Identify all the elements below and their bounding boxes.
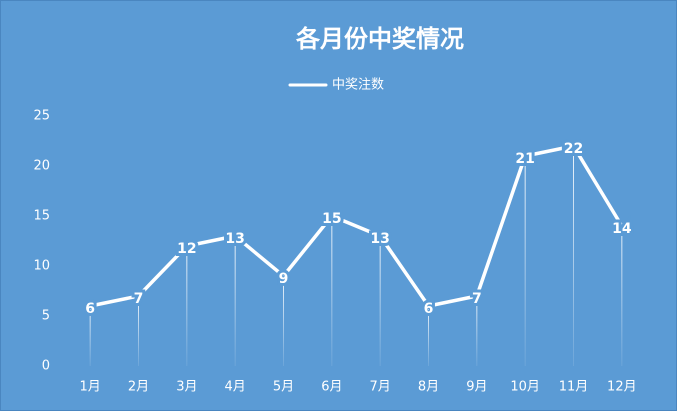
x-tick-label: 2月	[128, 380, 149, 395]
drop-line	[573, 146, 574, 366]
y-tick-label: 15	[33, 209, 50, 224]
data-label: 9	[279, 271, 289, 287]
data-label: 12	[177, 241, 196, 257]
drop-line	[428, 306, 429, 366]
drop-line	[234, 236, 236, 366]
x-tick-label: 9月	[466, 380, 487, 395]
x-tick-label: 4月	[225, 380, 246, 395]
legend-label: 中奖注数	[332, 78, 384, 93]
chart-title: 各月份中奖情况	[295, 25, 464, 53]
data-label: 7	[472, 291, 482, 307]
x-tick-label: 7月	[370, 380, 391, 395]
drop-line	[476, 296, 478, 366]
data-label: 14	[612, 221, 632, 237]
drop-line	[186, 246, 188, 366]
y-tick-label: 10	[33, 259, 50, 274]
x-tick-label: 8月	[418, 380, 439, 395]
data-label: 21	[515, 151, 534, 167]
drop-line	[283, 276, 284, 366]
drop-line	[524, 156, 526, 366]
y-tick-label: 5	[42, 309, 50, 324]
y-tick-label: 0	[42, 359, 50, 374]
x-tick-label: 1月	[80, 380, 101, 395]
data-label: 22	[564, 141, 583, 157]
data-label: 6	[85, 301, 95, 317]
data-label: 15	[322, 211, 341, 227]
drop-line	[331, 216, 333, 366]
y-tick-label: 25	[33, 109, 50, 124]
x-tick-label: 6月	[321, 380, 342, 395]
x-tick-label: 12月	[607, 380, 637, 395]
x-tick-label: 10月	[510, 380, 540, 395]
x-tick-label: 11月	[559, 380, 589, 395]
x-tick-label: 3月	[176, 380, 197, 395]
y-tick-label: 20	[33, 159, 50, 174]
data-label: 13	[370, 231, 389, 247]
drop-line	[379, 236, 381, 366]
drop-line	[138, 296, 139, 366]
line	[88, 144, 624, 308]
drop-line	[89, 306, 91, 366]
drop-line	[621, 226, 623, 366]
data-label: 7	[134, 291, 144, 307]
x-tick-label: 5月	[273, 380, 294, 395]
data-label: 13	[225, 231, 244, 247]
data-label: 6	[424, 301, 434, 317]
